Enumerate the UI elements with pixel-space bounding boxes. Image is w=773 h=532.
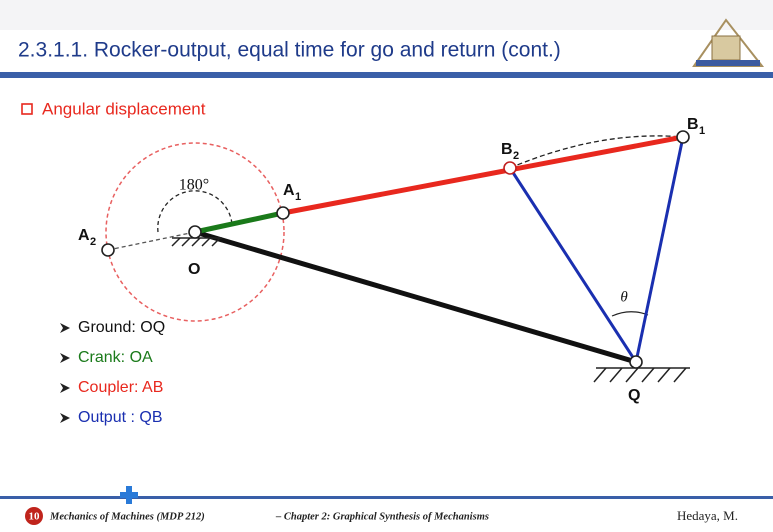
legend-item: Coupler: AB [78,379,163,396]
ground-hatch-q [593,367,690,383]
output-link-2 [508,167,638,363]
legend-item: Ground: OQ [78,319,165,336]
legend-arrow [60,413,70,423]
logo [692,18,765,67]
legend-arrow [60,323,70,333]
legend-item: Crank: OA [78,349,153,366]
ground-link [194,229,637,365]
legend-arrow [60,383,70,393]
angle-label: 180° [179,177,209,194]
joints [101,130,690,369]
page-badge [25,507,43,525]
header-band [0,0,773,30]
legend-arrow [60,353,70,363]
crank-link [194,210,284,235]
title: 2.3.1.1. Rocker-output, equal time for g… [18,39,561,62]
output-link-1 [634,136,685,363]
footer-author: Hedaya, M. [677,508,738,523]
bullet-box [21,103,33,115]
legend-item: Output : QB [78,409,162,426]
section-heading: Angular displacement [42,99,206,118]
page-number: 10 [29,511,41,523]
theta-label: θ [620,289,628,305]
point-label: B [501,141,513,158]
rocker-arc [509,135,684,169]
point-label: O [188,261,200,278]
point-label: A [283,182,295,199]
footer-course: Mechanics of Machines (MDP 212) [49,511,205,522]
point-subscript: 1 [699,125,705,137]
footer-cross [120,486,138,504]
point-label: B [687,116,699,133]
footer-rule [0,496,773,499]
point-label: A [78,227,90,244]
point-label: Q [628,387,640,404]
angle-arc [157,190,233,233]
point-subscript: 2 [513,150,519,162]
dashed-crank [107,231,196,251]
coupler-link [282,134,684,216]
header-rule [0,72,773,78]
point-subscript: 2 [90,236,96,248]
footer-chapter: – Chapter 2: Graphical Synthesis of Mech… [275,511,489,522]
point-subscript: 1 [295,191,301,203]
crank-circle [105,142,285,322]
